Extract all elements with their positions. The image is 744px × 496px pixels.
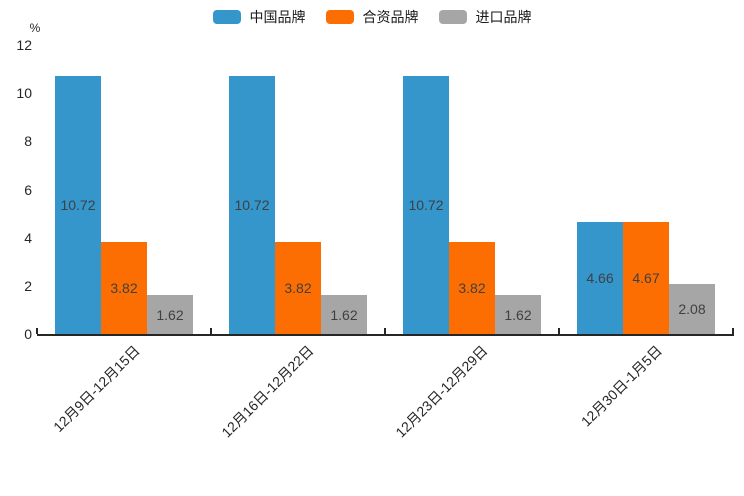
- bar-group2-series2: 3.82: [275, 242, 321, 334]
- x-axis-category-text: 12月30日-1月5日: [577, 342, 665, 430]
- x-axis-tick: [384, 328, 386, 334]
- legend-label: 进口品牌: [475, 9, 532, 25]
- legend-item-3[interactable]: 进口品牌: [438, 9, 532, 25]
- bar-value-label: 3.82: [284, 280, 312, 296]
- bar-group1-series1: 10.72: [55, 76, 101, 334]
- legend-swatch-icon: [325, 10, 354, 24]
- bar-value-label: 3.82: [458, 280, 486, 296]
- legend-swatch-icon: [212, 10, 241, 24]
- legend-label: 合资品牌: [362, 9, 419, 25]
- y-axis-tick-label: 2: [24, 277, 32, 294]
- bar-group3-series1: 10.72: [403, 76, 449, 334]
- bar-value-label: 10.72: [408, 197, 444, 213]
- bar-group3-series2: 3.82: [449, 242, 495, 334]
- bar-group1-series3: 1.62: [147, 295, 193, 334]
- bar-value-label: 4.66: [586, 270, 614, 286]
- bar-group2-series1: 10.72: [229, 76, 275, 334]
- bar-value-label: 1.62: [156, 306, 184, 323]
- bar-value-label: 1.62: [330, 306, 358, 323]
- y-axis-tick-label: 0: [24, 326, 32, 342]
- x-axis-category-text: 12月23日-12月29日: [392, 342, 491, 441]
- bar-group3-series3: 1.62: [495, 295, 541, 334]
- bar-group2-series3: 1.62: [321, 295, 367, 334]
- x-axis-tick: [558, 328, 560, 334]
- bar-value-label: 3.82: [110, 280, 138, 296]
- y-axis-tick-label: 10: [16, 85, 32, 102]
- legend: 中国品牌 合资品牌 进口品牌: [0, 10, 744, 24]
- bar-value-label: 2.08: [678, 301, 706, 317]
- legend-item-2[interactable]: 合资品牌: [325, 9, 419, 25]
- x-axis-tick: [210, 328, 212, 334]
- x-axis-line: [37, 334, 734, 336]
- legend-item-1[interactable]: 中国品牌: [212, 9, 306, 25]
- legend-label: 中国品牌: [249, 9, 306, 25]
- bar-group4-series3: 2.08: [669, 284, 715, 334]
- x-axis-tick: [732, 328, 734, 334]
- bar-group1-series2: 3.82: [101, 242, 147, 334]
- legend-swatch-icon: [438, 10, 467, 24]
- bar-value-label: 1.62: [504, 306, 532, 323]
- y-axis-tick-label: 6: [24, 181, 32, 198]
- bar-value-label: 10.72: [60, 197, 96, 213]
- x-axis-category-text: 12月9日-12月15日: [49, 342, 143, 436]
- bar-group4-series1: 4.66: [577, 222, 623, 334]
- bar-group4-series2: 4.67: [623, 222, 669, 334]
- y-axis-tick-label: 12: [16, 37, 32, 53]
- y-axis-tick-label: 4: [24, 229, 32, 246]
- y-axis-unit-label: %: [29, 21, 41, 35]
- y-axis-tick-label: 8: [24, 133, 32, 150]
- bar-value-label: 10.72: [234, 197, 270, 213]
- x-axis-category-text: 12月16日-12月22日: [218, 342, 317, 441]
- bar-value-label: 4.67: [632, 270, 660, 286]
- x-axis-tick: [36, 328, 38, 334]
